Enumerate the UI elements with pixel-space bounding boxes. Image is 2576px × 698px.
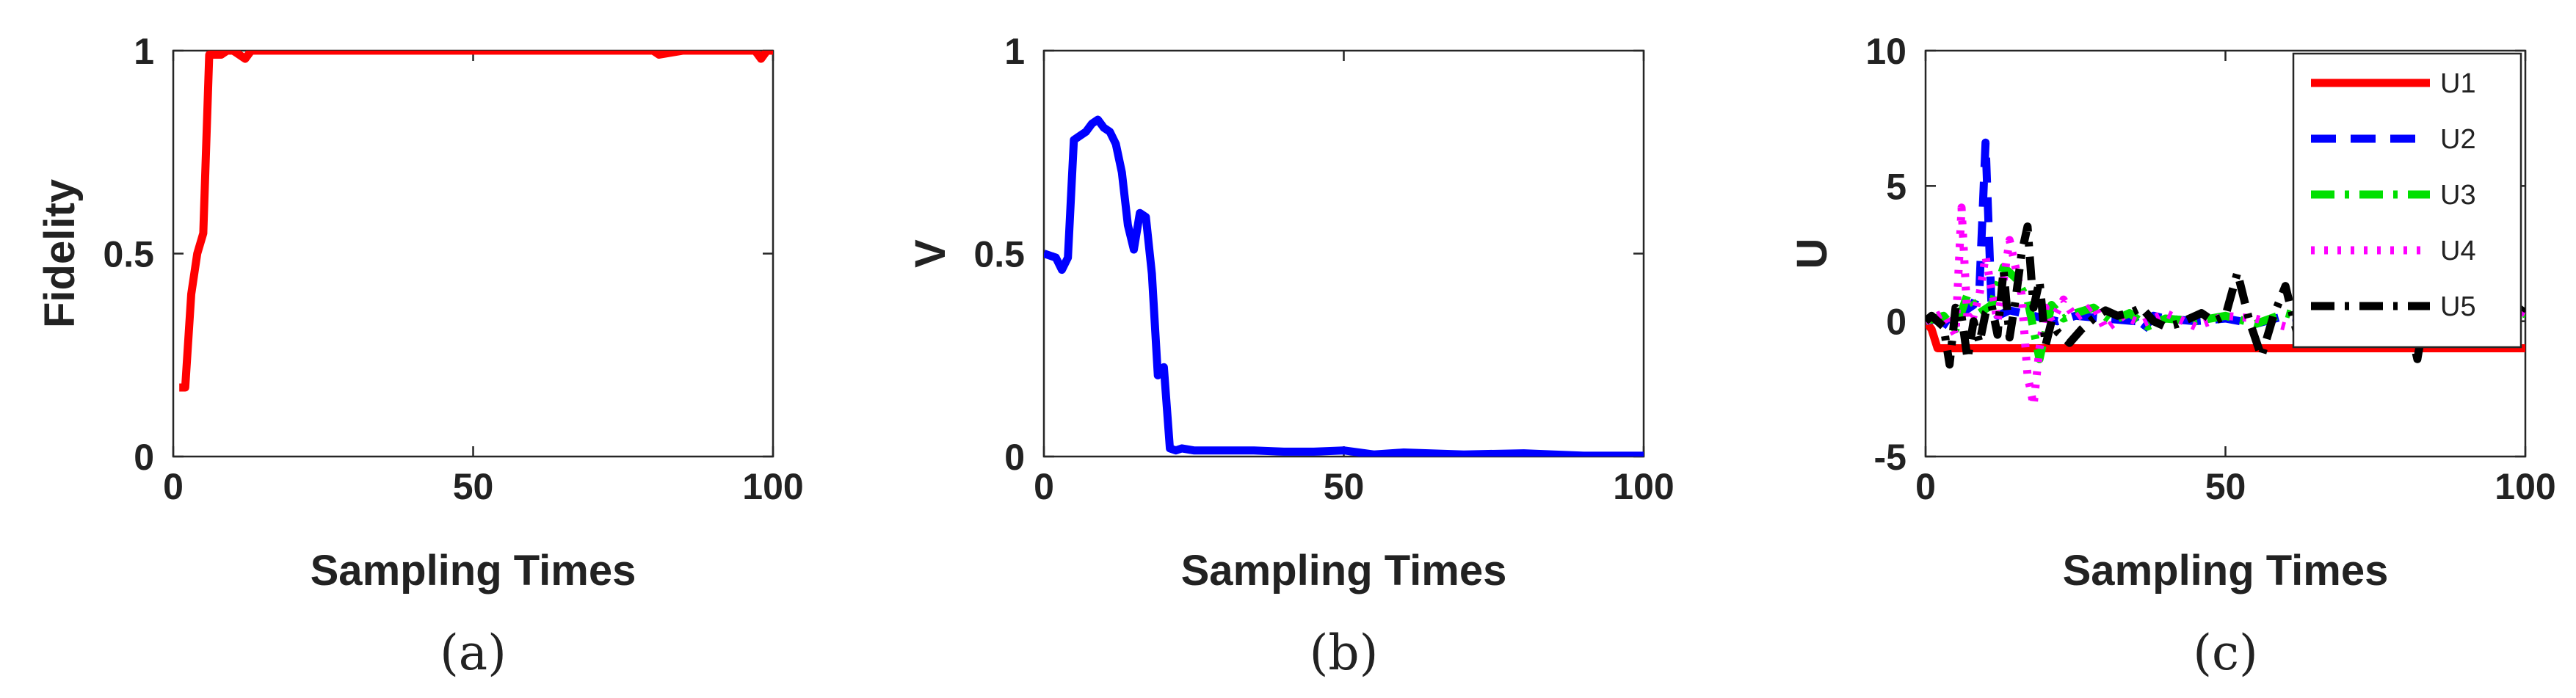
plot-area: [1042, 49, 1645, 458]
y-tick-label: 5: [1886, 166, 1906, 207]
y-tick-label: 10: [1865, 31, 1906, 72]
y-tick-label: 0.5: [103, 234, 154, 275]
x-axis-label: Sampling Times: [2063, 547, 2389, 595]
x-tick-label: 0: [1915, 466, 1936, 507]
y-axis-label: U: [1788, 239, 1836, 269]
x-tick-label: 50: [1324, 466, 1365, 507]
series-group: [179, 51, 773, 392]
x-tick-label: 100: [2495, 466, 2555, 507]
x-tick-label: 0: [163, 466, 184, 507]
chart-panel-1: 0 50 100 0 0.5 1 Sampling Times Fidelity (a): [36, 31, 804, 681]
legend-label-u4: U4: [2440, 236, 2476, 266]
series-line-u1: [1926, 319, 2525, 352]
y-tick-label: 0: [134, 437, 154, 478]
x-tick-label: 100: [742, 466, 803, 507]
legend-label-u3: U3: [2440, 180, 2476, 211]
y-tick-label: 1: [134, 31, 154, 72]
series-line-1: [179, 51, 773, 392]
legend-box: [2292, 52, 2522, 349]
panel-caption: (a): [440, 625, 507, 681]
y-tick-label: 1: [1004, 31, 1025, 72]
x-tick-label: 0: [1034, 466, 1054, 507]
y-tick-label: -5: [1874, 437, 1906, 478]
x-tick-label: 50: [453, 466, 494, 507]
chart-panel-2: 0 50 100 0 0.5 1 Sampling Times V (b): [907, 31, 1675, 681]
y-tick-label: 0: [1886, 302, 1906, 343]
y-tick-label: 0: [1004, 437, 1025, 478]
x-axis-label: Sampling Times: [311, 547, 636, 595]
x-tick-label: 50: [2205, 466, 2246, 507]
x-axis-label: Sampling Times: [1181, 547, 1507, 595]
plot-area: [172, 49, 774, 458]
legend: U1 U2 U3 U4 U5: [2292, 52, 2522, 349]
y-axis-label: Fidelity: [36, 179, 84, 328]
panel-caption: (c): [2193, 625, 2257, 681]
panel-caption: (b): [1310, 625, 1379, 681]
series-line-1: [1044, 115, 1644, 457]
legend-label-u5: U5: [2440, 291, 2476, 322]
series-group: [1044, 115, 1644, 457]
legend-label-u2: U2: [2440, 124, 2476, 155]
legend-label-u1: U1: [2440, 68, 2476, 99]
x-tick-label: 100: [1613, 466, 1674, 507]
y-tick-label: 0.5: [973, 234, 1025, 275]
y-axis-label: V: [907, 239, 954, 268]
